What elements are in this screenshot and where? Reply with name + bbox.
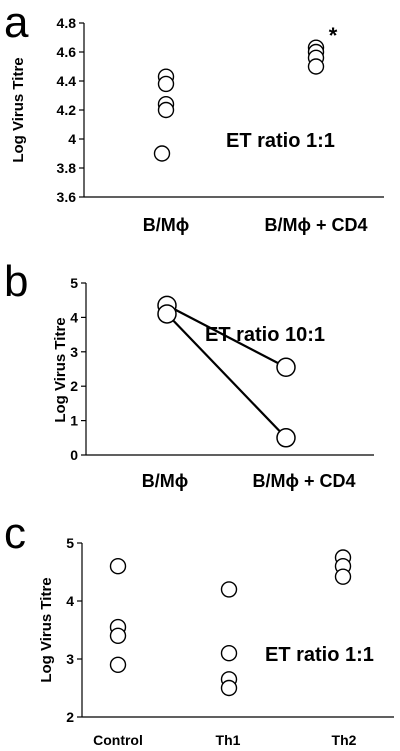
panel-a-y-tick-label-3: 4.2 bbox=[57, 102, 77, 118]
panel-c-data-point-0 bbox=[109, 558, 127, 575]
panel-a-significance-star: * bbox=[329, 23, 338, 48]
panel-a-y-tick-label-1: 3.8 bbox=[57, 160, 77, 176]
panel-a-data-point-4 bbox=[153, 145, 171, 162]
panel-c-y-tick-label-0: 2 bbox=[66, 709, 74, 725]
panel-c-data-point-10 bbox=[334, 568, 352, 585]
panel-b-annotation: ET ratio 10:1 bbox=[205, 324, 325, 346]
panel-a-y-tick-label-6: 4.8 bbox=[57, 15, 77, 31]
panel-c-category-label-1: Th1 bbox=[216, 732, 241, 748]
panel-a: a Log Virus Titre 3.63.844.24.44.64.8 * … bbox=[4, 0, 384, 235]
panel-b-category-label-1: B/Mϕ + CD4 bbox=[252, 471, 355, 491]
panel-a-category-label-1: B/Mϕ + CD4 bbox=[264, 215, 367, 235]
panel-c-annotation: ET ratio 1:1 bbox=[265, 644, 374, 666]
panel-a-y-tick-label-2: 4 bbox=[68, 131, 76, 147]
panel-b-y-tick-label-2: 2 bbox=[70, 378, 78, 394]
panel-b-series-1-point-0 bbox=[157, 304, 177, 324]
panel-c-y-tick-label-1: 3 bbox=[66, 651, 74, 667]
panel-c-data-point-4 bbox=[220, 581, 238, 598]
panel-a-y-tick-label-4: 4.4 bbox=[57, 73, 77, 89]
panel-a-category-label-0: B/Mϕ bbox=[143, 215, 190, 235]
panel-c-category-label-0: Control bbox=[93, 732, 143, 748]
panel-a-data-point-3 bbox=[157, 101, 175, 119]
panel-b-y-tick-label-0: 0 bbox=[70, 447, 78, 463]
panel-b-y-tick-label-5: 5 bbox=[70, 275, 78, 291]
panel-b-y-label: Log Virus Titre bbox=[52, 317, 69, 422]
panel-c-y-tick-label-3: 5 bbox=[66, 535, 74, 551]
panel-c-letter: c bbox=[4, 509, 26, 558]
panel-b-y-tick-label-1: 1 bbox=[70, 413, 78, 429]
panel-c-data-point-3 bbox=[109, 656, 127, 673]
panel-b-series-1-point-1 bbox=[276, 428, 296, 448]
panel-b-y-tick-label-4: 4 bbox=[70, 309, 78, 325]
panel-a-letter: a bbox=[4, 0, 29, 47]
panel-a-y-label: Log Virus Titre bbox=[10, 57, 27, 162]
panel-c-category-label-2: Th2 bbox=[332, 732, 357, 748]
panel-c-y-label: Log Virus Titre bbox=[38, 577, 55, 682]
panel-b-y-tick-label-3: 3 bbox=[70, 344, 78, 360]
panel-b-category-label-0: B/Mϕ bbox=[142, 471, 189, 491]
panel-c-data-point-7 bbox=[220, 679, 238, 697]
panel-a-y-tick-label-0: 3.6 bbox=[57, 189, 77, 205]
panel-b-series-line-1 bbox=[166, 313, 287, 439]
panel-b-series-0-point-1 bbox=[276, 357, 296, 378]
panel-c: c Log Virus Titre 2 3 4 5 ET ratio 1:1 Cont… bbox=[4, 509, 394, 748]
panel-b: b Log Virus Titre 0 1 2 3 4 5 ET ratio 10:1 B… bbox=[4, 257, 374, 491]
panel-b-series-line-0 bbox=[166, 304, 287, 369]
panel-c-data-point-5 bbox=[220, 645, 238, 662]
panel-c-data-point-2 bbox=[109, 627, 127, 644]
panel-c-y-tick-label-2: 4 bbox=[66, 593, 74, 609]
panel-a-annotation: ET ratio 1:1 bbox=[226, 130, 335, 152]
panel-a-data-point-8 bbox=[307, 58, 325, 75]
panel-b-letter: b bbox=[4, 257, 28, 306]
panel-a-data-point-1 bbox=[157, 75, 175, 93]
panel-a-y-tick-label-5: 4.6 bbox=[57, 44, 77, 60]
